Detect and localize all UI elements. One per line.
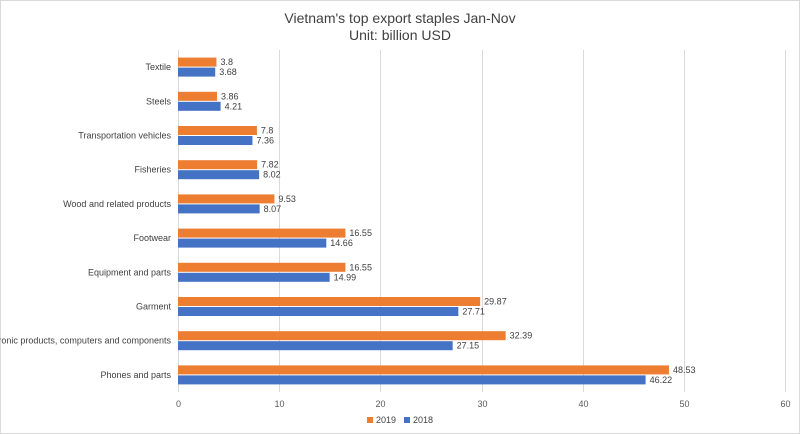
bar-2018	[178, 136, 253, 145]
data-label-2019: 16.55	[349, 228, 372, 238]
y-category-label: Steels	[146, 96, 172, 106]
data-label-2018: 27.15	[457, 341, 480, 351]
bar-2018	[178, 101, 221, 111]
bar-2019	[178, 297, 481, 306]
y-category-label: Phones and parts	[100, 370, 171, 380]
x-tick-label-0: 0	[176, 399, 181, 409]
bar-2019	[178, 365, 669, 375]
bar-2018	[178, 272, 330, 282]
chart-legend: 2019 2018	[0, 415, 800, 425]
bar-2019	[178, 126, 257, 135]
chart-title: Vietnam's top export staples Jan-Nov	[284, 10, 516, 26]
bar-2019	[178, 57, 217, 67]
legend-item-2019: 2019	[366, 415, 396, 425]
bar-2019	[178, 331, 506, 341]
bar-2018	[178, 307, 459, 316]
bar-2019	[178, 228, 346, 238]
chart-subtitle: Unit: billion USD	[349, 27, 451, 43]
y-category-label: Textile	[145, 62, 171, 72]
y-category-label: Electronic products, computers and compo…	[0, 336, 171, 346]
bar-2018	[178, 375, 646, 385]
x-tick-label-20: 20	[375, 399, 385, 409]
data-label-2018: 46.22	[650, 375, 673, 385]
bar-2018	[178, 67, 216, 77]
data-label-2019: 7.8	[261, 126, 274, 136]
y-category-label: Equipment and parts	[88, 267, 172, 277]
legend-label-2018: 2018	[413, 415, 434, 425]
data-label-2018: 14.66	[330, 238, 353, 248]
y-category-label: Transportation vehicles	[78, 131, 171, 141]
data-label-2018: 4.21	[225, 101, 243, 111]
bar-2019	[178, 91, 218, 101]
data-label-2019: 32.39	[510, 331, 533, 341]
bar-2018	[178, 238, 327, 248]
data-label-2019: 7.82	[261, 160, 279, 170]
data-label-2018: 14.99	[334, 272, 357, 282]
y-category-label: Garment	[136, 302, 172, 312]
data-label-2019: 29.87	[484, 297, 507, 307]
bar-2019	[178, 262, 346, 272]
data-label-2019: 16.55	[349, 262, 372, 272]
legend-swatch-2018	[404, 417, 410, 423]
bar-2018	[178, 341, 453, 351]
x-tick-label-40: 40	[578, 399, 588, 409]
bar-2018	[178, 204, 260, 214]
y-category-label: Footwear	[133, 233, 171, 243]
data-label-2019: 3.8	[220, 57, 233, 67]
y-category-label: Fisheries	[134, 165, 171, 175]
x-tick-label-50: 50	[679, 399, 689, 409]
data-label-2018: 8.07	[264, 204, 282, 214]
y-category-label: Wood and related products	[63, 199, 171, 209]
data-label-2019: 9.53	[278, 194, 296, 204]
data-label-2018: 27.71	[462, 307, 485, 317]
data-label-2019: 3.86	[221, 91, 239, 101]
data-label-2019: 48.53	[673, 365, 696, 375]
data-label-2018: 3.68	[219, 67, 237, 77]
data-label-2018: 8.02	[263, 170, 281, 180]
legend-swatch-2019	[366, 417, 373, 423]
bar-2019	[178, 160, 258, 170]
x-tick-label-60: 60	[780, 399, 790, 409]
legend-item-2018: 2018	[404, 415, 433, 425]
bar-2019	[178, 194, 275, 204]
x-tick-label-30: 30	[477, 399, 487, 409]
legend-label-2019: 2019	[375, 415, 396, 425]
data-label-2018: 7.36	[256, 136, 274, 146]
x-tick-label-10: 10	[274, 399, 284, 409]
bar-2018	[178, 170, 260, 180]
